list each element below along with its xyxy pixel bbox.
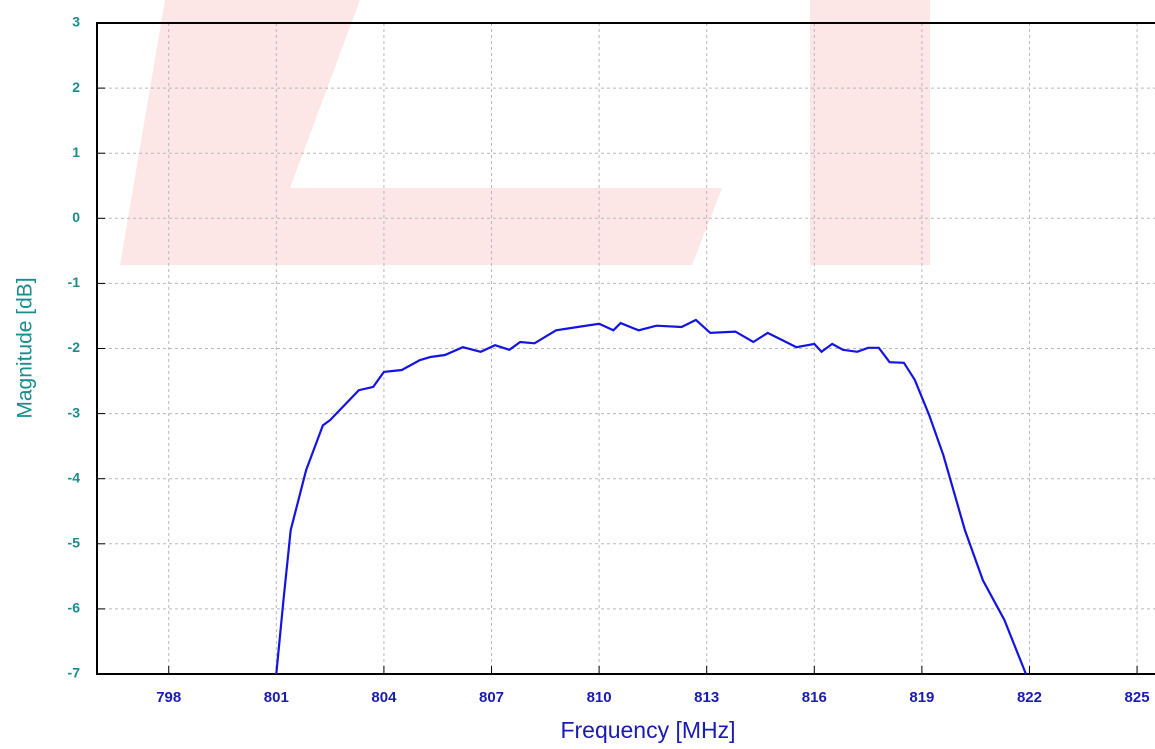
y-axis-label: Magnitude [dB] [14,277,37,418]
x-tick-label: 810 [587,689,612,706]
axis-frame [96,22,1155,675]
x-tick-label: 798 [156,689,181,706]
y-tick-label: -5 [68,535,81,551]
y-tick-label: -6 [68,600,81,616]
x-tick-label: 816 [802,689,827,706]
watermark [120,0,722,265]
data-line [275,318,1027,675]
x-tick-label: 807 [479,689,504,706]
x-tick-label: 825 [1125,689,1150,706]
y-tick-label: 2 [72,79,80,95]
y-tick-label: -3 [68,404,81,420]
y-tick-label: 3 [72,14,80,30]
y-tick-label: -1 [68,274,81,290]
x-tick-label: 804 [371,689,397,706]
y-tick-label: -2 [68,339,81,355]
y-tick-label: -4 [68,469,81,485]
y-tick-label: 1 [72,144,80,160]
x-tick-label: 819 [909,689,934,706]
x-tick-label: 801 [264,689,289,706]
y-tick-label: -7 [68,665,81,681]
x-tick-label: 822 [1017,689,1042,706]
watermark [810,0,930,265]
y-tick-label: 0 [72,209,80,225]
x-tick-label: 813 [694,689,719,706]
x-axis-label: Frequency [MHz] [560,717,735,743]
